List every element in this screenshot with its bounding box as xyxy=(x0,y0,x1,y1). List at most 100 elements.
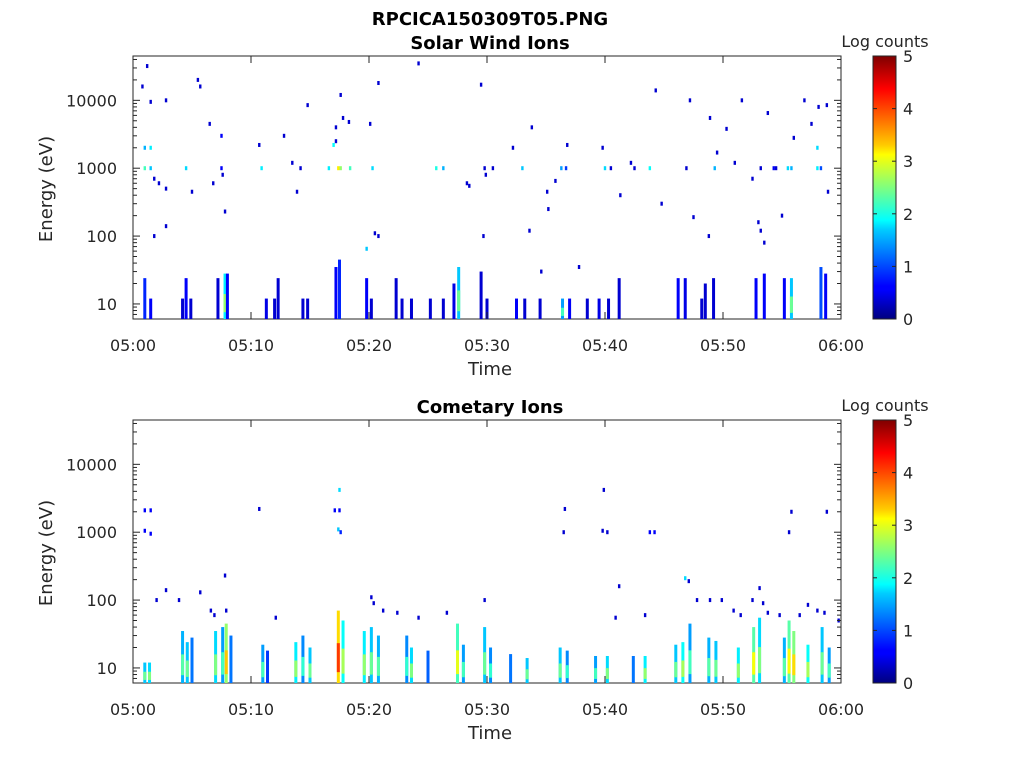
data-column xyxy=(676,278,680,319)
x-tick-label: 05:10 xyxy=(228,700,274,719)
data-column xyxy=(301,298,305,319)
data-point xyxy=(143,166,146,171)
data-point xyxy=(381,608,385,613)
data-point xyxy=(528,228,531,233)
data-point xyxy=(479,82,483,87)
data-point xyxy=(564,166,568,171)
data-column-core xyxy=(336,643,340,673)
data-point xyxy=(212,181,215,186)
data-column xyxy=(189,298,193,319)
data-column xyxy=(568,298,572,319)
data-point xyxy=(617,584,621,589)
x-tick-label: 05:00 xyxy=(110,336,156,355)
data-point xyxy=(766,111,770,116)
data-point xyxy=(759,228,762,233)
data-point xyxy=(603,166,607,171)
data-point xyxy=(258,142,261,147)
data-point xyxy=(780,213,784,218)
data-point xyxy=(225,608,228,613)
data-point xyxy=(348,166,352,171)
data-column-core xyxy=(707,658,711,677)
data-column-core xyxy=(643,668,647,679)
data-point xyxy=(306,103,309,108)
x-tick-label: 05:50 xyxy=(700,336,746,355)
data-point xyxy=(713,166,716,171)
data-point xyxy=(223,573,227,578)
data-point xyxy=(282,133,286,138)
data-point xyxy=(695,598,699,603)
data-column xyxy=(306,298,310,319)
y-axis-label: Energy (eV) xyxy=(36,136,57,242)
data-column xyxy=(712,278,716,319)
data-point xyxy=(143,528,146,533)
data-point xyxy=(826,189,830,194)
data-column xyxy=(338,259,341,319)
data-point xyxy=(648,530,652,535)
data-point xyxy=(619,193,622,198)
y-tick-label: 1000 xyxy=(76,523,117,542)
data-column xyxy=(703,283,707,319)
data-point xyxy=(751,176,754,181)
data-point xyxy=(708,598,712,603)
data-column-core xyxy=(736,663,740,678)
data-column-core xyxy=(456,650,459,675)
data-point xyxy=(220,166,223,171)
colorbar-tick-label: 0 xyxy=(903,674,913,693)
data-point xyxy=(339,530,342,535)
data-column xyxy=(149,298,153,319)
data-column xyxy=(509,654,513,683)
y-tick-label: 100 xyxy=(86,591,117,610)
data-column xyxy=(143,278,147,319)
colorbar-tick-label: 1 xyxy=(903,257,913,276)
x-tick-label: 05:20 xyxy=(346,700,392,719)
data-point xyxy=(511,145,515,150)
data-point xyxy=(332,142,335,147)
y-tick-label: 10 xyxy=(97,295,117,314)
data-point xyxy=(377,81,380,86)
colorbar-tick-label: 4 xyxy=(903,464,913,483)
data-column-core xyxy=(376,656,380,676)
data-point xyxy=(740,98,744,103)
data-point xyxy=(708,115,712,120)
data-point xyxy=(577,265,581,270)
data-column xyxy=(515,298,518,319)
x-tick-label: 05:10 xyxy=(228,336,274,355)
data-column-core xyxy=(525,669,529,680)
data-column-core xyxy=(457,290,461,312)
data-point xyxy=(465,181,469,186)
data-column-core xyxy=(782,658,786,677)
data-column xyxy=(334,267,338,319)
data-column-core xyxy=(792,654,796,676)
data-point xyxy=(177,598,181,603)
data-point xyxy=(563,506,567,511)
data-point xyxy=(653,530,656,535)
x-tick-label: 05:50 xyxy=(700,700,746,719)
data-column-core xyxy=(594,668,598,679)
data-point xyxy=(733,160,736,165)
data-point xyxy=(633,166,636,171)
data-column xyxy=(585,298,589,319)
data-column xyxy=(369,298,373,319)
data-point xyxy=(732,608,735,613)
data-point xyxy=(816,166,819,171)
data-point xyxy=(688,98,692,103)
data-column xyxy=(426,650,430,683)
data-column xyxy=(485,298,489,319)
data-column-core xyxy=(820,652,824,675)
data-point xyxy=(145,64,149,69)
y-tick-label: 10 xyxy=(97,659,117,678)
data-point xyxy=(338,487,341,492)
data-column-core xyxy=(223,294,227,313)
data-point xyxy=(143,145,146,150)
data-point xyxy=(435,166,438,171)
data-point xyxy=(614,615,617,620)
data-point xyxy=(373,231,377,236)
data-column xyxy=(754,278,758,319)
data-point xyxy=(196,77,200,82)
y-tick-label: 100 xyxy=(86,227,117,246)
data-column-core xyxy=(483,652,487,675)
data-point xyxy=(371,166,374,171)
